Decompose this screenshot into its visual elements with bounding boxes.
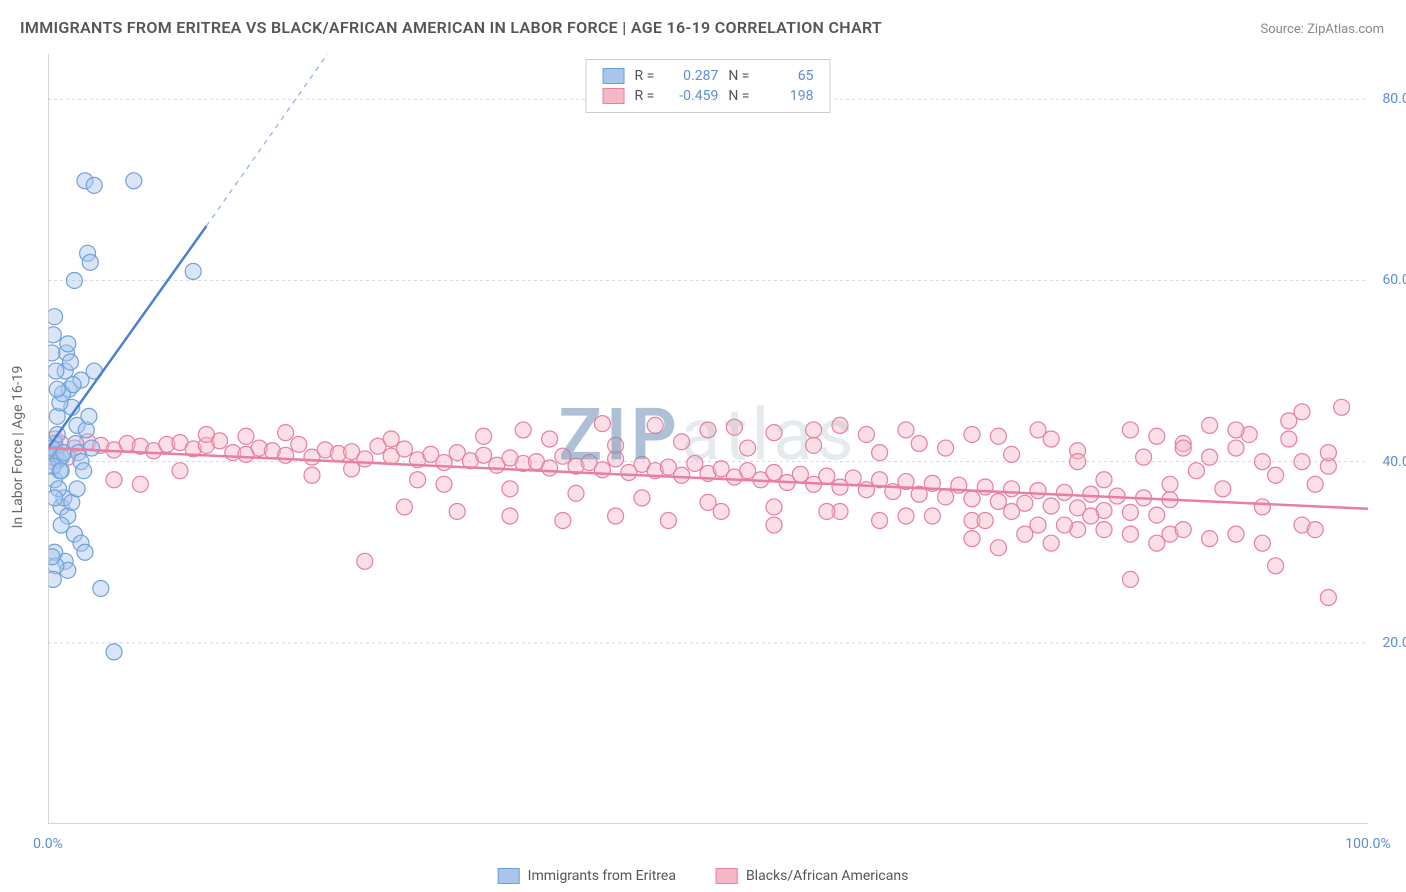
legend-n-value-2: 198 [759, 88, 813, 104]
scatter-plot [48, 54, 1368, 824]
x-tick-label: 0.0% [33, 836, 63, 852]
correlation-legend: R = 0.287 N = 65 R = -0.459 N = 198 [586, 59, 831, 113]
legend-r-label: R = [635, 88, 655, 104]
chart-title: IMMIGRANTS FROM ERITREA VS BLACK/AFRICAN… [20, 18, 882, 37]
series-legend: Immigrants from Eritrea Blacks/African A… [498, 868, 909, 884]
source-attribution: Source: ZipAtlas.com [1260, 22, 1384, 37]
y-tick-label: 40.0% [1382, 454, 1406, 470]
legend-n-value-1: 65 [759, 68, 813, 84]
legend-label-2: Blacks/African Americans [746, 868, 908, 884]
legend-row-series-2: R = -0.459 N = 198 [603, 86, 814, 106]
legend-r-label: R = [635, 68, 655, 84]
y-tick-label: 60.0% [1382, 272, 1406, 288]
legend-swatch-blue [603, 68, 625, 84]
legend-swatch-pink [603, 88, 625, 104]
legend-item-eritrea: Immigrants from Eritrea [498, 868, 676, 884]
legend-swatch-pink [716, 868, 738, 884]
legend-n-label: N = [728, 88, 749, 104]
y-tick-label: 80.0% [1382, 91, 1406, 107]
legend-swatch-blue [498, 868, 520, 884]
legend-n-label: N = [728, 68, 749, 84]
legend-r-value-2: -0.459 [664, 88, 718, 104]
y-axis-label: In Labor Force | Age 16-19 [10, 366, 26, 529]
legend-label-1: Immigrants from Eritrea [528, 868, 676, 884]
x-tick-label: 100.0% [1345, 836, 1390, 852]
y-tick-label: 20.0% [1382, 635, 1406, 651]
legend-row-series-1: R = 0.287 N = 65 [603, 66, 814, 86]
chart-container: In Labor Force | Age 16-19 R = 0.287 N =… [48, 54, 1368, 824]
legend-r-value-1: 0.287 [664, 68, 718, 84]
legend-item-black: Blacks/African Americans [716, 868, 908, 884]
